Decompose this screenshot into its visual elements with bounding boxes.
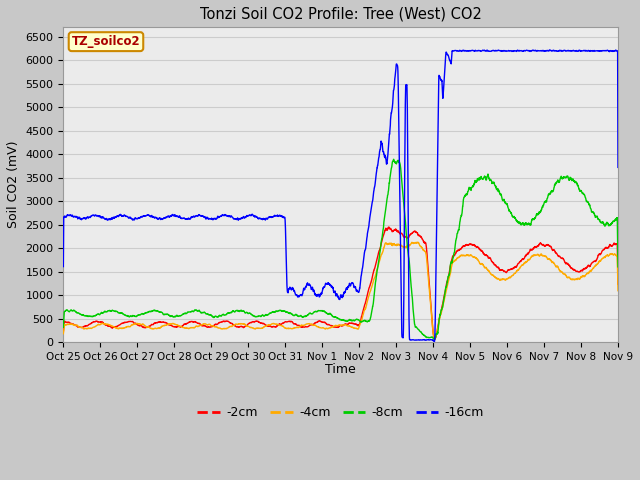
Y-axis label: Soil CO2 (mV): Soil CO2 (mV) [7,141,20,228]
Text: TZ_soilco2: TZ_soilco2 [72,35,140,48]
Legend: -2cm, -4cm, -8cm, -16cm: -2cm, -4cm, -8cm, -16cm [193,401,489,424]
Title: Tonzi Soil CO2 Profile: Tree (West) CO2: Tonzi Soil CO2 Profile: Tree (West) CO2 [200,7,482,22]
X-axis label: Time: Time [325,363,356,376]
